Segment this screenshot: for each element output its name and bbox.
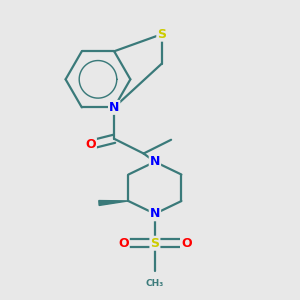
Text: O: O (181, 237, 192, 250)
Polygon shape (99, 201, 128, 206)
Text: S: S (157, 28, 166, 41)
Text: N: N (150, 155, 160, 168)
Text: O: O (85, 138, 96, 151)
Text: N: N (150, 207, 160, 220)
Text: S: S (150, 237, 159, 250)
Text: N: N (109, 101, 119, 114)
Text: O: O (118, 237, 129, 250)
Text: CH₃: CH₃ (146, 279, 164, 288)
